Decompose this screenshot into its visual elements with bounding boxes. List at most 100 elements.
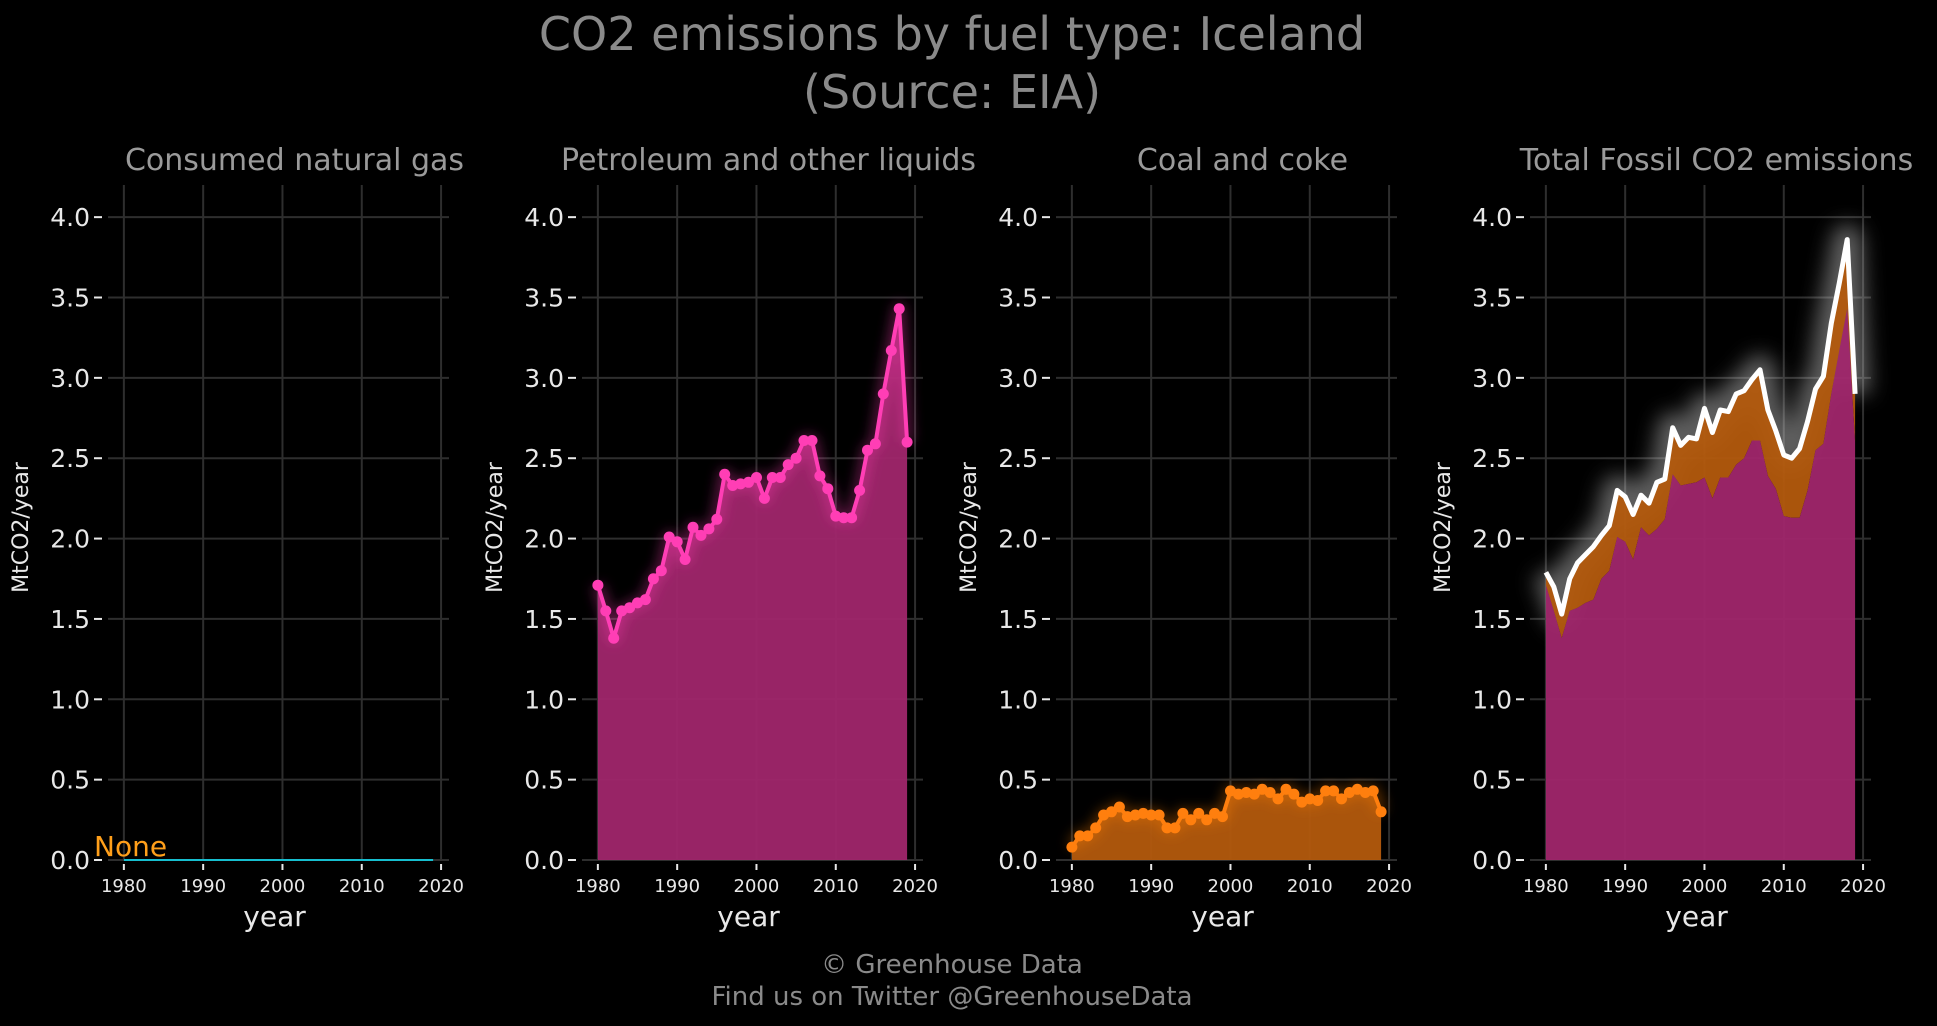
data-point-coal — [1217, 811, 1228, 823]
data-point-coal — [1153, 809, 1165, 821]
y-tick-label: 4.0 — [1472, 203, 1512, 232]
x-axis-label: year — [243, 900, 306, 933]
data-point-coal — [1280, 783, 1292, 795]
data-point-petroleum — [695, 529, 707, 541]
y-tick-label: 1.5 — [1472, 605, 1512, 634]
data-point-petroleum — [790, 452, 802, 464]
x-tick-label: 2020 — [1840, 876, 1886, 897]
y-tick-label: 3.5 — [50, 284, 90, 313]
data-point-petroleum — [592, 579, 604, 591]
series-line-total — [1543, 237, 1858, 617]
data-point-coal — [1106, 806, 1117, 818]
y-tick-label: 1.0 — [1472, 685, 1512, 714]
data-point-petroleum — [703, 523, 715, 535]
footer-twitter: Find us on Twitter @GreenhouseData — [711, 982, 1192, 1012]
x-tick-label: 1980 — [1049, 876, 1095, 897]
y-tick-label: 0.5 — [998, 766, 1038, 795]
y-tick-label: 4.0 — [998, 203, 1038, 232]
data-point-petroleum — [711, 513, 723, 525]
data-point-petroleum — [862, 444, 873, 456]
data-point-coal — [1193, 807, 1205, 819]
y-tick-label: 1.0 — [998, 685, 1038, 714]
x-axis-label: year — [1191, 900, 1254, 933]
data-point-coal — [1375, 806, 1387, 818]
data-point-petroleum — [798, 435, 810, 446]
data-point-petroleum — [885, 345, 897, 356]
data-point-coal — [1145, 809, 1157, 821]
data-point-petroleum — [719, 468, 731, 480]
x-tick-label: 2020 — [418, 876, 464, 897]
data-point-petroleum — [671, 536, 683, 548]
x-tick-label: 2000 — [1682, 876, 1728, 897]
data-point-coal — [1272, 793, 1284, 805]
data-point-petroleum — [877, 388, 889, 400]
panel-title: Consumed natural gas — [125, 143, 464, 178]
data-point-coal — [1074, 830, 1086, 842]
y-tick-label: 3.0 — [524, 364, 564, 393]
x-tick-label: 2000 — [1208, 876, 1254, 897]
footer-copyright: © Greenhouse Data — [821, 950, 1083, 980]
y-tick-label: 2.0 — [50, 525, 90, 554]
total-area-petroleum — [1545, 308, 1856, 860]
y-tick-label: 0.0 — [998, 846, 1038, 875]
y-tick-label: 2.0 — [524, 525, 564, 554]
x-tick-label: 2020 — [892, 876, 938, 897]
y-tick-label: 0.0 — [524, 846, 564, 875]
x-tick-label: 1980 — [575, 876, 621, 897]
y-tick-label: 1.0 — [524, 685, 564, 714]
y-tick-label: 3.5 — [524, 284, 564, 313]
panel-2: Petroleum and other liquids 0.0 0.5 1.0 1.5 2… — [483, 143, 976, 933]
y-tick-label: 3.5 — [998, 284, 1038, 313]
data-point-coal — [1248, 788, 1260, 800]
x-tick-label: 1990 — [654, 876, 700, 897]
data-point-petroleum — [608, 632, 620, 644]
total-area-coal — [1545, 239, 1856, 639]
annotation-none: None — [94, 830, 167, 863]
y-tick-label: 3.0 — [1472, 364, 1512, 393]
panel-title: Coal and coke — [1137, 143, 1348, 178]
panel-4: Total Fossil CO2 emissions 0.0 0.5 1.0 1.5 2.… — [1431, 143, 1913, 933]
x-tick-label: 1980 — [1523, 876, 1569, 897]
data-point-petroleum — [766, 472, 778, 483]
data-point-petroleum — [806, 435, 818, 446]
data-point-coal — [1336, 793, 1347, 805]
panel-1: Consumed natural gas 0.0 0.5 1.0 1.5 2.0 2.5 3.… — [9, 143, 464, 933]
data-point-coal — [1264, 787, 1276, 798]
y-tick-label: 0.5 — [50, 766, 90, 795]
panel-3: Coal and coke 0.0 0.5 1.0 1.5 2.0 2.5 3.0 3.5 4.0… — [957, 143, 1412, 933]
y-tick-label: 4.0 — [50, 203, 90, 232]
data-point-petroleum — [782, 459, 794, 471]
y-axis-label: MtCO2/year — [957, 461, 982, 593]
x-tick-label: 1990 — [1602, 876, 1648, 897]
data-point-petroleum — [751, 472, 762, 483]
data-point-coal — [1066, 841, 1078, 853]
y-tick-label: 0.0 — [50, 846, 90, 875]
y-tick-label: 1.5 — [50, 605, 90, 634]
data-point-coal — [1312, 795, 1324, 806]
x-tick-label: 2020 — [1366, 876, 1412, 897]
data-point-coal — [1169, 822, 1181, 834]
y-axis-label: MtCO2/year — [9, 461, 34, 593]
data-point-coal — [1185, 814, 1197, 826]
panel-title: Petroleum and other liquids — [561, 143, 976, 178]
y-tick-label: 0.5 — [1472, 766, 1512, 795]
y-tick-label: 0.0 — [1472, 846, 1512, 875]
data-point-coal — [1113, 801, 1125, 813]
y-tick-label: 1.5 — [524, 605, 564, 634]
y-tick-label: 1.0 — [50, 685, 90, 714]
data-point-coal — [1367, 785, 1379, 797]
y-tick-label: 2.5 — [50, 444, 90, 473]
y-tick-label: 2.0 — [998, 525, 1038, 554]
x-tick-label: 2010 — [1287, 876, 1333, 897]
data-point-petroleum — [846, 512, 858, 524]
x-tick-label: 2010 — [813, 876, 859, 897]
data-point-coal — [1177, 807, 1189, 819]
y-tick-label: 2.5 — [998, 444, 1038, 473]
data-point-petroleum — [743, 476, 754, 488]
y-tick-label: 4.0 — [524, 203, 564, 232]
x-tick-label: 2010 — [339, 876, 385, 897]
data-point-petroleum — [655, 565, 667, 577]
x-tick-label: 1980 — [101, 876, 147, 897]
y-tick-label: 1.5 — [998, 605, 1038, 634]
x-axis-label: year — [717, 900, 780, 933]
